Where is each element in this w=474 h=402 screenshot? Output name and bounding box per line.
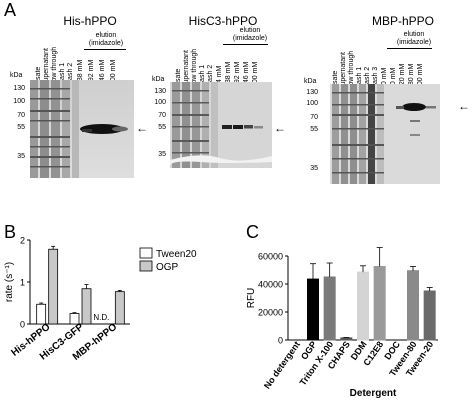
- mw-marker: 55: [158, 124, 166, 131]
- mw-marker: 130: [306, 89, 318, 96]
- band-arrow: ←: [136, 121, 148, 135]
- band-arrow: ←: [458, 99, 470, 113]
- gel-image: [170, 82, 272, 168]
- mw-marker: 70: [158, 112, 166, 119]
- kda-label: kDa: [152, 76, 165, 83]
- bar: [307, 278, 319, 341]
- legend-label: OGP: [156, 262, 179, 273]
- y-tick-label: 0: [278, 336, 283, 346]
- bar: [323, 276, 336, 341]
- bar: [423, 290, 436, 341]
- mw-marker: 35: [158, 151, 166, 158]
- panel-label-c: C: [246, 222, 259, 242]
- bar: [48, 248, 59, 325]
- y-axis-label: RFU: [246, 288, 257, 309]
- gel-title: His-hPPO: [63, 14, 117, 28]
- bar: [114, 291, 125, 325]
- y-tick-label: 60000: [258, 252, 283, 262]
- bar: [81, 288, 92, 325]
- gel-image: [330, 84, 440, 184]
- y-tick-label: 20000: [258, 308, 283, 318]
- elution-bracket: [223, 44, 268, 45]
- mw-marker: 70: [17, 112, 25, 119]
- elution-bracket: [387, 48, 432, 49]
- mw-marker: 55: [17, 124, 25, 131]
- legend-label: Tween20: [156, 249, 197, 260]
- legend-swatch: [139, 260, 153, 272]
- mw-marker: 55: [310, 126, 318, 133]
- elution-label: elution: [239, 27, 261, 34]
- gel-image: [30, 80, 134, 178]
- x-axis-label: Detergent: [350, 388, 397, 399]
- bar: [36, 303, 47, 325]
- mw-marker: 70: [310, 114, 318, 121]
- bar: [357, 271, 369, 341]
- kda-label: kDa: [10, 72, 23, 79]
- elution-sub-label: (imidazole): [232, 35, 268, 42]
- y-tick-label: 0: [20, 320, 25, 330]
- gel-title: MBP-hPPO: [371, 14, 434, 28]
- bar: [373, 266, 386, 341]
- panel-label-a: A: [4, 0, 17, 20]
- elution-sub-label: (imidazole): [396, 39, 432, 46]
- mw-marker: 100: [13, 98, 25, 105]
- y-tick-label: 2: [20, 236, 25, 246]
- panel-label-b: B: [4, 222, 17, 242]
- y-tick-label: 40000: [258, 280, 283, 290]
- mw-marker: 100: [306, 100, 318, 107]
- mw-marker: 130: [154, 88, 166, 95]
- elution-label: elution: [403, 31, 425, 38]
- annotation-nd: N.D.: [93, 313, 109, 322]
- bar: [407, 270, 419, 341]
- y-axis-label: rate (s⁻¹): [4, 262, 15, 302]
- elution-sub-label: (imidazole): [88, 40, 124, 47]
- y-tick-label: 1: [20, 278, 25, 288]
- kda-label: kDa: [304, 78, 317, 85]
- x-tick-label: No detergent: [262, 339, 302, 390]
- legend-swatch: [139, 247, 153, 259]
- gel-title: HisC3-hPPO: [188, 14, 258, 28]
- mw-marker: 130: [13, 85, 25, 92]
- mw-marker: 35: [310, 165, 318, 172]
- mw-marker: 35: [17, 153, 25, 160]
- elution-label: elution: [95, 32, 117, 39]
- elution-bracket: [84, 49, 126, 50]
- band-arrow: ←: [274, 121, 286, 135]
- mw-marker: 100: [154, 99, 166, 106]
